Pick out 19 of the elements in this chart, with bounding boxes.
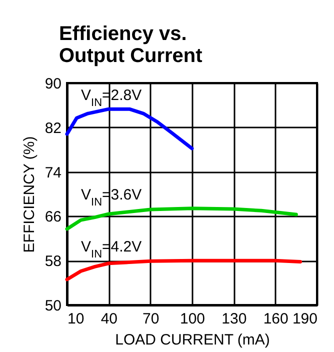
y-axis-title: EFFICIENCY (%) xyxy=(20,136,38,253)
x-tick-label: 130 xyxy=(222,310,247,328)
x-tick-label: 190 xyxy=(292,310,318,328)
x-tick-label: 10 xyxy=(68,310,84,328)
y-tick-label: 90 xyxy=(44,76,62,92)
x-tick-label: 70 xyxy=(142,310,160,328)
y-tick-label: 58 xyxy=(44,253,62,270)
line-series xyxy=(65,107,194,150)
x-tick-label: 160 xyxy=(263,310,288,328)
y-tick-label: 50 xyxy=(44,298,62,314)
x-tick-label: 40 xyxy=(100,310,118,328)
y-tick-label: 74 xyxy=(44,164,62,182)
line-series xyxy=(65,258,302,282)
x-axis-title: LOAD CURRENT (mA) xyxy=(115,332,270,348)
y-tick-label: 82 xyxy=(44,120,62,137)
x-tick-label: 100 xyxy=(180,310,206,328)
y-tick-label: 66 xyxy=(44,208,62,226)
line-series xyxy=(65,206,298,231)
chart-title: Efficiency vs. Output Current xyxy=(59,23,203,67)
